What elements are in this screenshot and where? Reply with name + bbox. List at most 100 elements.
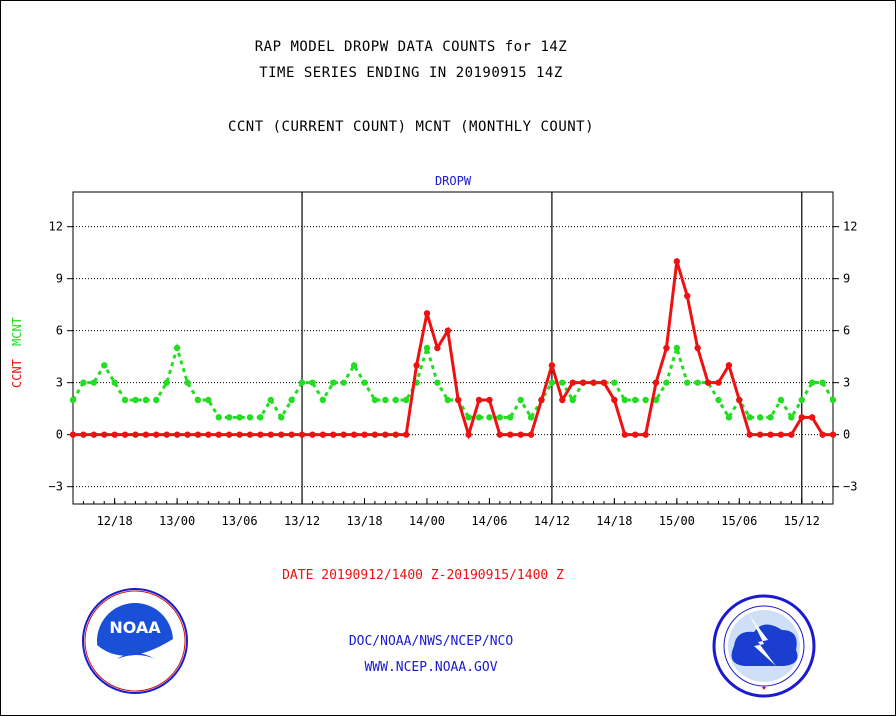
ccnt-series [69, 258, 837, 440]
nws-logo: ★ [712, 594, 816, 698]
y-tick-label-right: −3 [843, 480, 857, 494]
y-tick-label-left: 9 [56, 272, 63, 286]
ccnt-point [465, 431, 472, 438]
ccnt-point [434, 344, 441, 352]
footer-url-line: WWW.NCEP.NOAA.GOV [364, 660, 498, 675]
mcnt-point [80, 379, 87, 386]
mcnt-point [725, 414, 733, 421]
ccnt-point [132, 431, 139, 438]
mcnt-point [569, 396, 576, 404]
mcnt-point [132, 396, 139, 404]
ccnt-point [80, 431, 87, 438]
ccnt-point [507, 431, 514, 438]
x-tick-label: 14/18 [596, 514, 632, 528]
ccnt-point [361, 431, 368, 438]
mcnt-point [225, 414, 233, 421]
mcnt-point [652, 396, 660, 404]
mcnt-point [767, 414, 774, 421]
mcnt-point [142, 396, 150, 404]
ccnt-point [444, 327, 451, 334]
mcnt-point [798, 396, 805, 404]
ccnt-point [69, 431, 77, 438]
x-tick-label: 13/00 [159, 514, 195, 528]
mcnt-point [257, 414, 264, 421]
ccnt-point [163, 431, 170, 438]
y-tick-label-right: 9 [843, 272, 850, 286]
ccnt-point [631, 431, 639, 438]
mcnt-point [215, 414, 222, 421]
ccnt-point [121, 431, 129, 438]
mcnt-point [788, 414, 795, 421]
mcnt-point [69, 396, 77, 404]
ccnt-point [569, 379, 576, 386]
mcnt-point [684, 379, 691, 386]
noaa-logo-text: NOAA [109, 618, 161, 637]
mcnt-point [715, 396, 722, 404]
mcnt-point [548, 379, 556, 386]
y-tick-label-right: 12 [843, 220, 857, 234]
ccnt-point [340, 431, 347, 438]
mcnt-point [517, 396, 524, 404]
ccnt-point [371, 431, 379, 438]
mcnt-point [194, 396, 202, 404]
ccnt-point [808, 414, 816, 421]
y-tick-label-left: 0 [56, 428, 63, 442]
ccnt-point [600, 379, 608, 386]
mcnt-point [663, 379, 670, 386]
ccnt-point [475, 396, 483, 404]
mcnt-point [382, 396, 389, 404]
ccnt-point [746, 431, 753, 438]
ccnt-point [236, 431, 243, 438]
mcnt-point [278, 414, 285, 421]
ccnt-point [173, 431, 181, 438]
ccnt-point [153, 431, 160, 438]
ccnt-point [715, 379, 722, 386]
mcnt-point [361, 379, 368, 386]
ccnt-point [392, 431, 399, 438]
footer-doc-line: DOC/NOAA/NWS/NCEP/NCO [348, 634, 514, 649]
mcnt-point [173, 344, 181, 352]
ccnt-point [215, 431, 222, 438]
ccnt-point [548, 362, 556, 369]
x-axis-label: DATE 20190912/1400 Z-20190915/1400 Z [282, 568, 564, 583]
ccnt-point [246, 431, 254, 438]
ccnt-point [767, 431, 774, 438]
y-tick-label-left: 12 [49, 220, 63, 234]
mcnt-point [298, 379, 306, 386]
mcnt-point [184, 379, 191, 386]
mcnt-point [829, 396, 837, 404]
ccnt-point [455, 396, 462, 404]
ccnt-point [101, 431, 108, 438]
mcnt-point [631, 396, 639, 404]
mcnt-point [777, 396, 785, 404]
ccnt-point [829, 431, 837, 438]
mcnt-point [153, 396, 160, 404]
ccnt-point [257, 431, 264, 438]
mcnt-point [246, 414, 254, 421]
ccnt-point [288, 431, 295, 438]
ccnt-point [205, 431, 212, 438]
y-tick-label-right: 3 [843, 376, 850, 390]
x-tick-label: 14/00 [409, 514, 445, 528]
mcnt-series [69, 342, 837, 421]
ccnt-point [330, 431, 337, 438]
mcnt-point [371, 396, 379, 404]
mcnt-point [642, 396, 649, 404]
mcnt-point [402, 396, 410, 404]
chart-title-line-3: CCNT (CURRENT COUNT) MCNT (MONTHLY COUNT… [227, 119, 595, 135]
x-tick-label: 14/06 [471, 514, 507, 528]
mcnt-point [236, 414, 243, 421]
ccnt-point [611, 396, 618, 404]
ccnt-point [559, 396, 566, 404]
mcnt-point [163, 379, 170, 386]
mcnt-point [90, 379, 98, 386]
ccnt-point [142, 431, 150, 438]
ccnt-point [736, 396, 743, 404]
chart-title-line-2: TIME SERIES ENDING IN 20190915 14Z [259, 65, 563, 81]
ccnt-point [350, 431, 358, 438]
y-axis-label-ccnt: CCNT [10, 359, 24, 388]
ccnt-point [788, 431, 795, 438]
mcnt-point [475, 414, 483, 421]
ccnt-point [267, 431, 275, 438]
